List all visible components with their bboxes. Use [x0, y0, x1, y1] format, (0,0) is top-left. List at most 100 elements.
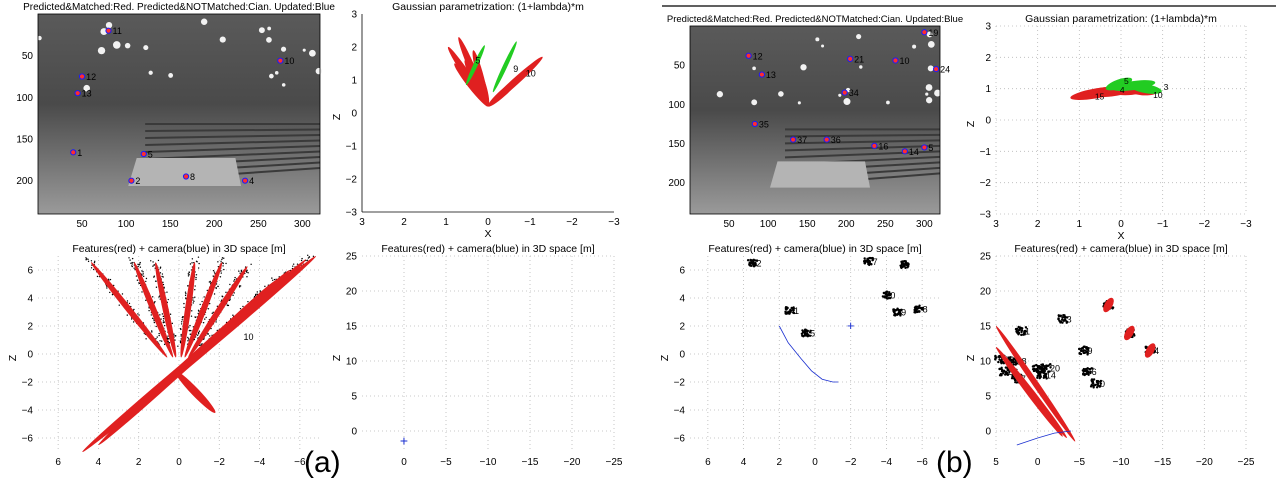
- particle-point: [190, 315, 193, 317]
- particle-point: [131, 263, 133, 265]
- particle-point: [192, 299, 194, 301]
- x-tick-label: 0: [485, 217, 491, 228]
- feature-label: 3: [1067, 315, 1072, 325]
- feature-label: 10: [899, 56, 909, 66]
- particle-point: [1014, 380, 1017, 384]
- particle-point: [166, 337, 168, 339]
- particle-point: [187, 275, 190, 277]
- y-tick-label: 15: [980, 322, 992, 333]
- particle-point: [209, 335, 211, 337]
- particle-point: [1099, 382, 1103, 385]
- particle-point: [215, 321, 217, 323]
- particle-point: [154, 280, 157, 282]
- particle-point: [180, 333, 182, 336]
- particle-point: [1133, 334, 1136, 337]
- feature-point: [70, 149, 77, 156]
- particle-point: [159, 340, 161, 342]
- feature-label: 5: [928, 143, 933, 153]
- particle-point: [239, 272, 241, 274]
- x-tick-label: 0: [1035, 457, 1041, 468]
- particle-point: [145, 338, 147, 340]
- particle-point: [886, 294, 889, 297]
- y-tick-label: 100: [668, 100, 685, 111]
- particle-point: [197, 333, 200, 335]
- feature-label: 11: [113, 26, 122, 36]
- particle-point: [1037, 372, 1040, 375]
- particle-point: [1057, 317, 1060, 320]
- feature-point: [841, 89, 848, 96]
- particle-point: [1082, 372, 1085, 375]
- ceiling-light: [752, 66, 756, 71]
- particle-point: [1087, 347, 1090, 350]
- camera-trajectory: [778, 325, 839, 383]
- particle-point: [223, 257, 225, 259]
- x-tick-label: 1: [1077, 219, 1083, 230]
- particle-point: [1062, 319, 1066, 322]
- particle-point: [162, 321, 165, 324]
- particle-point: [118, 304, 120, 306]
- ceiling-light: [302, 48, 306, 52]
- particle-point: [788, 310, 791, 313]
- feature-label: 9: [513, 64, 518, 74]
- particle-point: [273, 278, 276, 281]
- y-tick-label: 20: [346, 287, 358, 298]
- feature-label: 14: [909, 147, 919, 157]
- particle-point: [1014, 363, 1017, 366]
- feature-label: 12: [753, 51, 763, 61]
- feature-point: [790, 136, 797, 143]
- x-tick-label: 1: [443, 217, 449, 228]
- feature-point: [241, 177, 249, 184]
- ceiling-light: [927, 65, 934, 72]
- particle-point: [868, 256, 871, 260]
- x-tick-label: −2: [845, 457, 857, 468]
- y-tick-label: 15: [346, 322, 358, 333]
- particle-point: [220, 260, 222, 262]
- particle-point: [129, 259, 131, 261]
- feature-label: 9: [901, 308, 906, 318]
- floor-area: [128, 158, 242, 186]
- particle-point: [250, 263, 252, 265]
- ceiling-light: [168, 73, 174, 78]
- particle-point: [107, 278, 110, 281]
- particle-point: [111, 293, 114, 296]
- ceiling-light: [716, 91, 724, 98]
- x-tick-label: −2: [1199, 219, 1211, 230]
- particle-point: [166, 291, 168, 293]
- feature-label: 21: [854, 54, 864, 64]
- y-tick-label: 3: [985, 22, 991, 33]
- particle-point: [1086, 367, 1089, 370]
- axes-b-gauss: [995, 25, 1247, 215]
- feature-point: [823, 136, 830, 143]
- ceiling-light: [886, 100, 890, 105]
- seat-row: [784, 150, 941, 159]
- particle-point: [1083, 351, 1087, 355]
- particle-point: [1024, 326, 1028, 329]
- particle-point: [223, 268, 225, 271]
- x-axis-label: X: [484, 228, 491, 240]
- y-tick-label: 2: [351, 43, 357, 54]
- particle-point: [1059, 320, 1062, 323]
- axes-a-3d-right: [362, 255, 615, 452]
- particle-point: [197, 267, 200, 269]
- particle-point: [803, 330, 806, 333]
- ceiling-light: [926, 97, 933, 104]
- particle-point: [801, 334, 804, 337]
- feature-label: 0: [1100, 379, 1105, 389]
- particle-point: [90, 267, 93, 269]
- ceiling-light: [821, 44, 825, 48]
- y-tick-label: 150: [16, 135, 33, 146]
- ceiling-light: [267, 26, 272, 31]
- feature-label: 2: [135, 176, 140, 186]
- particle-point: [870, 263, 873, 266]
- chart-title: Features(red) + camera(blue) in 3D space…: [1014, 243, 1227, 255]
- axes-frame: [37, 13, 321, 215]
- particle-point: [229, 283, 231, 286]
- particle-point: [1061, 321, 1064, 324]
- particle-point: [187, 273, 190, 275]
- particle-point: [131, 257, 134, 260]
- particle-point: [256, 291, 259, 293]
- particle-point: [894, 313, 897, 317]
- particle-point: [746, 258, 750, 262]
- particle-point: [96, 275, 99, 278]
- particle-point: [292, 265, 294, 267]
